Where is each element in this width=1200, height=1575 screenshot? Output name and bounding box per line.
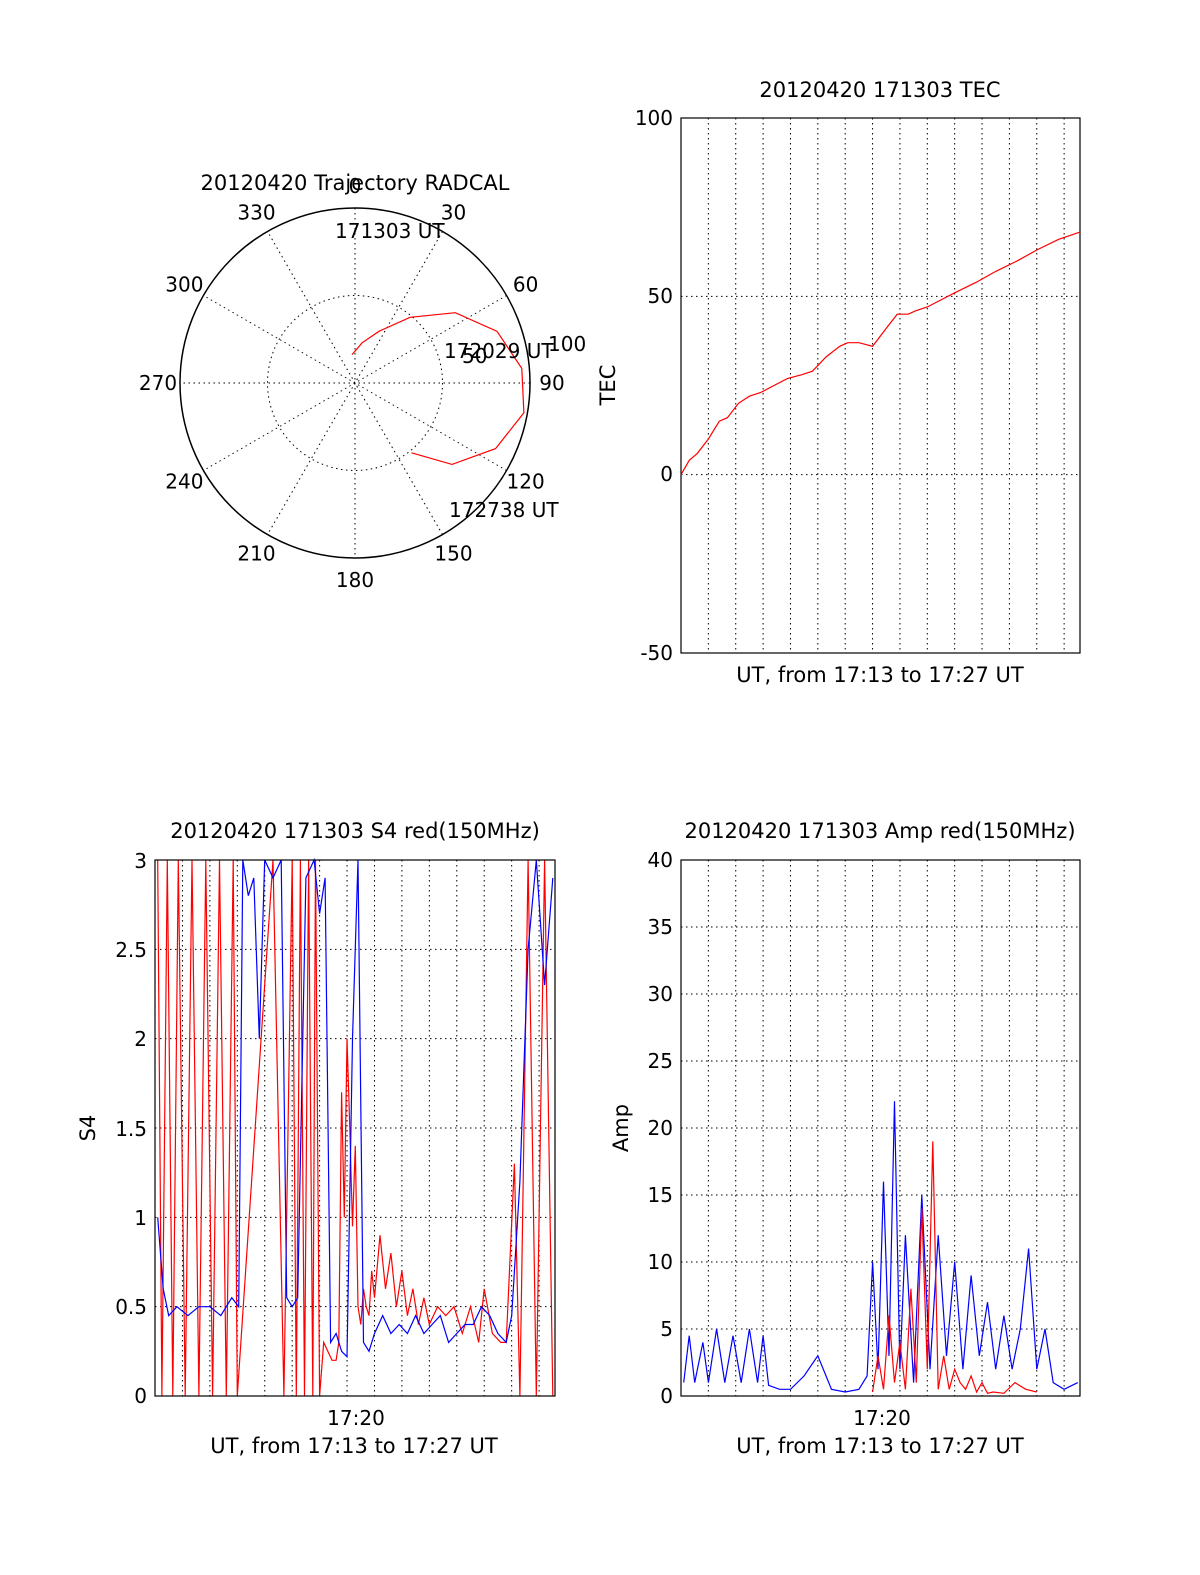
polar-spoke xyxy=(267,231,443,535)
amp-ytick: 25 xyxy=(648,1049,673,1073)
tec-ylabel: TEC xyxy=(596,365,620,407)
polar-inner-ring xyxy=(267,295,443,471)
polar-trajectory-panel: 20120420 Trajectory RADCAL 0 30 60 90 120 150… xyxy=(139,171,586,592)
amp-xlabel: UT, from 17:13 to 17:27 UT xyxy=(736,1434,1024,1458)
s4-panel: 20120420 171303 S4 red(150MHz) 0 0.5 1 1… xyxy=(76,819,556,1458)
polar-angle-label: 30 xyxy=(441,200,466,224)
polar-angle-label: 330 xyxy=(237,200,275,224)
polar-spokes xyxy=(180,208,530,558)
polar-angle-label: 210 xyxy=(237,542,275,566)
tec-panel: 20120420 171303 TEC 100 50 0 -50 TEC UT,… xyxy=(596,78,1081,687)
amp-series-blue xyxy=(683,1101,1079,1393)
polar-angle-label: 270 xyxy=(139,371,177,395)
polar-angle-label: 240 xyxy=(165,470,203,494)
amp-grid xyxy=(681,859,1080,1397)
tec-ytick: 0 xyxy=(660,462,673,486)
amp-ylabel: Amp xyxy=(609,1104,633,1152)
s4-series-group xyxy=(157,857,554,1397)
tec-ytick: -50 xyxy=(640,641,673,665)
tec-ytick: 50 xyxy=(648,284,673,308)
s4-xlabel: UT, from 17:13 to 17:27 UT xyxy=(210,1434,498,1458)
s4-title: 20120420 171303 S4 red(150MHz) xyxy=(170,819,540,843)
polar-angle-label: 150 xyxy=(434,542,472,566)
tec-xlabel: UT, from 17:13 to 17:27 UT xyxy=(736,663,1024,687)
tec-ytick: 100 xyxy=(635,106,673,130)
amp-ytick: 20 xyxy=(648,1116,673,1140)
s4-ytick: 0.5 xyxy=(115,1295,147,1319)
s4-series-blue xyxy=(157,857,554,1359)
amp-plot-frame xyxy=(680,859,1081,1397)
polar-angle-label: 180 xyxy=(336,568,374,592)
s4-plot-frame xyxy=(154,859,556,1397)
polar-radius-label: 100 xyxy=(548,332,586,356)
tec-series-group xyxy=(680,231,1081,475)
polar-angle-label: 120 xyxy=(507,470,545,494)
amp-ytick: 40 xyxy=(648,848,673,872)
polar-radius-label: 50 xyxy=(462,344,487,368)
tec-series-red xyxy=(680,231,1081,475)
amp-series-group xyxy=(683,1101,1079,1394)
polar-angle-label: 0 xyxy=(349,174,362,198)
polar-trajectory-line xyxy=(351,312,525,466)
amp-ytick: 15 xyxy=(648,1183,673,1207)
polar-angle-labels: 0 30 60 90 120 150 180 210 240 270 300 330 xyxy=(139,174,565,592)
s4-ytick: 3 xyxy=(134,849,147,873)
s4-ytick: 2 xyxy=(134,1027,147,1051)
amp-ytick: 0 xyxy=(660,1384,673,1408)
trajectory-mid-label: 172029 UT xyxy=(444,339,554,363)
s4-ytick: 2.5 xyxy=(115,938,147,962)
amp-ytick: 35 xyxy=(648,915,673,939)
polar-title: 20120420 Trajectory RADCAL xyxy=(201,171,510,195)
amp-title: 20120420 171303 Amp red(150MHz) xyxy=(684,819,1075,843)
polar-angle-label: 300 xyxy=(165,273,203,297)
amp-ytick: 10 xyxy=(648,1250,673,1274)
s4-ytick: 1 xyxy=(134,1206,147,1230)
s4-ytick: 1.5 xyxy=(115,1117,147,1141)
tec-plot-frame xyxy=(680,117,1081,654)
s4-ylabel: S4 xyxy=(76,1115,100,1142)
amp-ytick: 30 xyxy=(648,982,673,1006)
trajectory-end-label: 172738 UT xyxy=(449,498,559,522)
s4-xtick: 17:20 xyxy=(327,1406,385,1430)
s4-series-red xyxy=(157,859,554,1397)
polar-angle-label: 60 xyxy=(513,273,538,297)
amp-xtick: 17:20 xyxy=(853,1406,911,1430)
trajectory-start-label: 171303 UT xyxy=(335,219,445,243)
amp-series-red xyxy=(872,1141,1037,1394)
tec-grid xyxy=(681,117,1080,654)
tec-title: 20120420 171303 TEC xyxy=(759,78,1000,102)
s4-ytick: 0 xyxy=(134,1384,147,1408)
amp-panel: 20120420 171303 Amp red(150MHz) 0 5 10 1… xyxy=(609,819,1081,1458)
amp-ytick: 5 xyxy=(660,1317,673,1341)
polar-angle-label: 90 xyxy=(539,371,564,395)
